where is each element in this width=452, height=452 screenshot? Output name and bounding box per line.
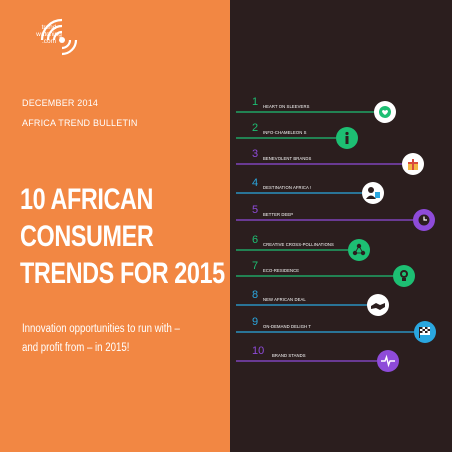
trend-number: 7 — [252, 260, 259, 272]
trend-badge — [362, 182, 384, 204]
trend-label: ON-DEMAND DELIGH T — [263, 324, 312, 329]
trend-badge — [414, 321, 436, 343]
subtitle-line: Innovation opportunities to run with – — [22, 323, 180, 335]
person-icon — [366, 187, 380, 199]
trend-number: 9 — [252, 316, 259, 328]
title-line: CONSUMER — [20, 220, 154, 253]
trend-badge — [377, 350, 399, 372]
network-icon — [352, 243, 366, 256]
trend-badge — [374, 101, 396, 123]
flag-icon — [419, 327, 430, 338]
trend-label: DESTINATION AFRICA ! — [263, 185, 312, 190]
clock-icon — [418, 214, 430, 226]
gift-icon — [408, 159, 418, 170]
wifi-arcs-icon — [40, 18, 78, 56]
lightbulb-icon — [400, 270, 408, 281]
info-icon — [345, 131, 349, 144]
orange-title-panel: trend watching .com DECEMBER 2014 AFRICA… — [0, 0, 230, 452]
trend-number: 2 — [252, 122, 259, 134]
trend-label: NEW AFRICAN DEAL — [263, 297, 306, 302]
trend-label: INFO-CHAMELEON S — [263, 130, 307, 135]
page-title: 10 AFRICAN CONSUMER TRENDS FOR 2015 — [20, 181, 225, 292]
trend-label: HEART ON SLEEVERS — [263, 104, 310, 109]
trend-label: ECO-RESIDENCE — [263, 268, 300, 273]
trend-number: 10 — [252, 345, 265, 357]
subtitle-line: and profit from – in 2015! — [22, 342, 130, 354]
trend-number: 5 — [252, 204, 259, 216]
trend-badge — [367, 294, 389, 316]
logo-wordmark: trend watching .com — [36, 24, 62, 45]
trend-number: 3 — [252, 148, 259, 160]
trend-number: 1 — [252, 96, 259, 108]
trend-label: BRAND STANDS — [272, 353, 306, 358]
trend-badge — [348, 239, 370, 261]
subtitle: Innovation opportunities to run with – a… — [22, 320, 224, 358]
bulletin-date: DECEMBER 2014 — [22, 98, 99, 108]
trend-label: BETTER DEEP — [263, 212, 294, 217]
trend-badge — [413, 209, 435, 231]
title-line: TRENDS FOR 2015 — [20, 257, 225, 290]
trend-badge — [336, 127, 358, 149]
trend-number: 4 — [252, 177, 259, 189]
handshake-icon — [371, 303, 385, 310]
heartbeat-icon — [381, 354, 395, 368]
trend-number: 8 — [252, 289, 259, 301]
trendwatching-logo: trend watching .com — [14, 10, 84, 66]
globe-heart-icon — [379, 106, 391, 118]
bulletin-name: AFRICA TREND BULLETIN — [22, 118, 138, 128]
title-line: 10 AFRICAN — [20, 183, 154, 216]
trend-number: 6 — [252, 234, 259, 246]
trend-label: BENEVOLENT BRANDS — [263, 156, 312, 161]
trend-badge — [402, 153, 424, 175]
trend-badge — [393, 265, 415, 287]
trend-label: CREATIVE CROSS-POLLINATIONS — [263, 242, 334, 247]
